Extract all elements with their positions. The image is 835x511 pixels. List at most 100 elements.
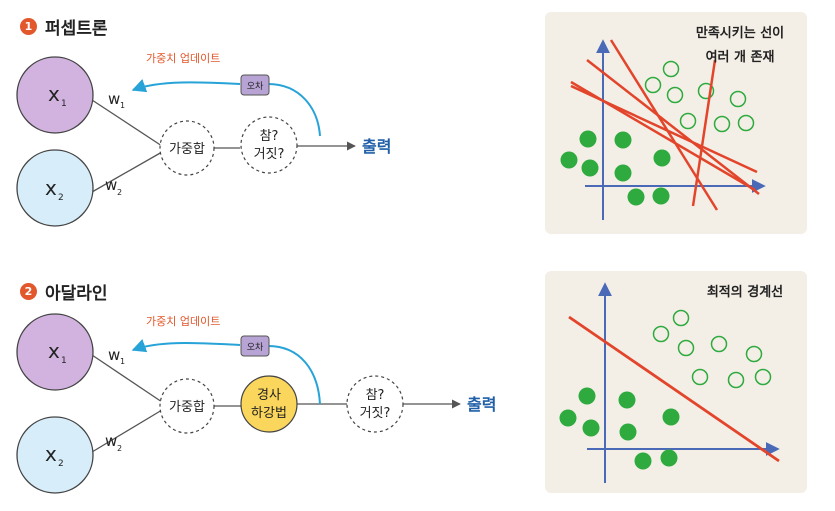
section1-number-badge: 1	[20, 18, 37, 35]
p2-filled-point	[662, 408, 680, 426]
p2-open-point	[677, 339, 695, 357]
s1-weighted-sum-node	[159, 120, 215, 176]
s1-input2-node	[16, 149, 94, 227]
s2-input2-node	[16, 416, 94, 494]
p2-filled-point	[559, 409, 577, 427]
s1-input1-node	[16, 56, 94, 134]
s1-error-label: 오차	[247, 80, 264, 92]
p1-boundary-line	[609, 39, 719, 211]
s1-weight2: w	[105, 176, 117, 194]
p2-caption-line1: 최적의 경계선	[706, 285, 784, 300]
s2-input1-label: x	[48, 339, 60, 363]
perceptron-boundary-panel: 만족시키는 선이 여러 개 존재	[545, 12, 807, 234]
s2-weighted-sum-label: 가중합	[169, 400, 205, 415]
p2-open-point	[652, 325, 670, 343]
s2-update-arrow	[131, 339, 241, 353]
s2-error-label: 오차	[247, 341, 264, 353]
s2-weight-update-label: 가중치 업데이트	[146, 315, 220, 328]
s1-weight1-sub: 1	[120, 101, 125, 110]
p1-filled-point	[652, 187, 670, 205]
p1-open-point	[713, 115, 731, 133]
s1-weighted-sum-label: 가중합	[169, 142, 205, 157]
s2-output-label: 출력	[467, 395, 496, 414]
p1-caption-line2: 여러 개 존재	[705, 50, 775, 65]
p1-boundary-line	[570, 80, 756, 192]
adaline-boundary-plot	[559, 282, 780, 483]
p1-filled-point	[653, 149, 671, 167]
s2-input1-sub: 1	[61, 356, 67, 366]
s1-decision-node	[240, 116, 298, 174]
p1-filled-point	[614, 131, 632, 149]
s1-decision-line2: 거짓?	[254, 147, 285, 162]
s1-edge-x1	[91, 99, 163, 147]
s2-gradient-line1: 경사	[257, 388, 281, 403]
p2-open-point	[691, 368, 709, 386]
p2-open-point	[710, 335, 728, 353]
s1-feedback-curve	[250, 83, 321, 137]
s1-input1-label: x	[48, 82, 60, 106]
s2-input1-node	[16, 313, 94, 391]
s2-decision-line1: 참?	[366, 388, 385, 403]
p1-open-point	[662, 60, 680, 78]
s2-edge-x1	[91, 354, 163, 403]
s2-error-box	[240, 335, 270, 357]
s1-input1-sub: 1	[61, 99, 67, 109]
s1-output-label: 출력	[362, 137, 391, 156]
p1-filled-point	[581, 159, 599, 177]
p2-filled-point	[578, 387, 596, 405]
p1-open-point	[666, 86, 684, 104]
s2-edge-x2	[91, 409, 163, 453]
s2-weight2: w	[105, 432, 117, 450]
s1-weight2-sub: 2	[117, 188, 122, 197]
p1-open-point	[697, 82, 715, 100]
perceptron-diagram: x 1 x 2 w 1 w 2 가중합 참? 거짓? 출력 오차 가중치 업데이…	[16, 52, 496, 494]
section2-heading: 2 아달라인	[20, 279, 108, 304]
p2-open-point	[672, 309, 690, 327]
s2-feedback-curve	[250, 345, 321, 405]
p1-caption-line1: 만족시키는 선이	[695, 26, 785, 41]
s2-decision-line2: 거짓?	[360, 406, 391, 421]
section1-heading: 1 퍼셉트론	[20, 14, 108, 39]
p1-open-point	[679, 112, 697, 130]
s2-decision-node	[346, 375, 404, 433]
s1-error-box	[240, 74, 270, 96]
p2-caption: 최적의 경계선	[685, 281, 805, 305]
p1-filled-point	[627, 188, 645, 206]
p2-optimal-boundary-line	[568, 315, 780, 463]
section2-title: 아달라인	[45, 284, 108, 304]
p1-open-point	[729, 90, 747, 108]
p1-filled-point	[579, 130, 597, 148]
s1-weight1: w	[108, 90, 120, 108]
p2-filled-point	[619, 423, 637, 441]
s1-weight-update-label: 가중치 업데이트	[146, 52, 220, 65]
s2-weight1-sub: 1	[120, 357, 125, 366]
adaline-boundary-panel: 최적의 경계선	[545, 271, 807, 493]
p1-open-point	[737, 114, 755, 132]
p1-filled-point	[560, 151, 578, 169]
s2-weight2-sub: 2	[117, 444, 122, 453]
s1-input2-sub: 2	[58, 193, 64, 203]
p2-open-point	[754, 368, 772, 386]
s1-input2-label: x	[45, 176, 57, 200]
s2-input2-label: x	[45, 442, 57, 466]
perceptron-boundary-plot	[560, 39, 766, 220]
s2-input2-sub: 2	[58, 459, 64, 469]
p1-open-point	[644, 76, 662, 94]
p1-boundary-line	[691, 59, 717, 207]
p2-filled-point	[582, 419, 600, 437]
p2-filled-point	[660, 449, 678, 467]
p2-filled-point	[618, 391, 636, 409]
s2-gradient-descent-node	[240, 375, 298, 433]
p1-filled-point	[614, 164, 632, 182]
section2-number-badge: 2	[20, 283, 37, 300]
s2-gradient-line2: 하강법	[251, 406, 287, 421]
p1-boundary-line	[586, 59, 760, 195]
s1-decision-line1: 참?	[260, 129, 279, 144]
p2-filled-point	[634, 452, 652, 470]
p2-open-point	[745, 345, 763, 363]
p2-open-point	[727, 371, 745, 389]
p1-caption: 만족시키는 선이 여러 개 존재	[675, 22, 805, 70]
s1-edge-x2	[91, 151, 163, 193]
s2-weighted-sum-node	[159, 378, 215, 434]
section1-title: 퍼셉트론	[45, 19, 108, 39]
